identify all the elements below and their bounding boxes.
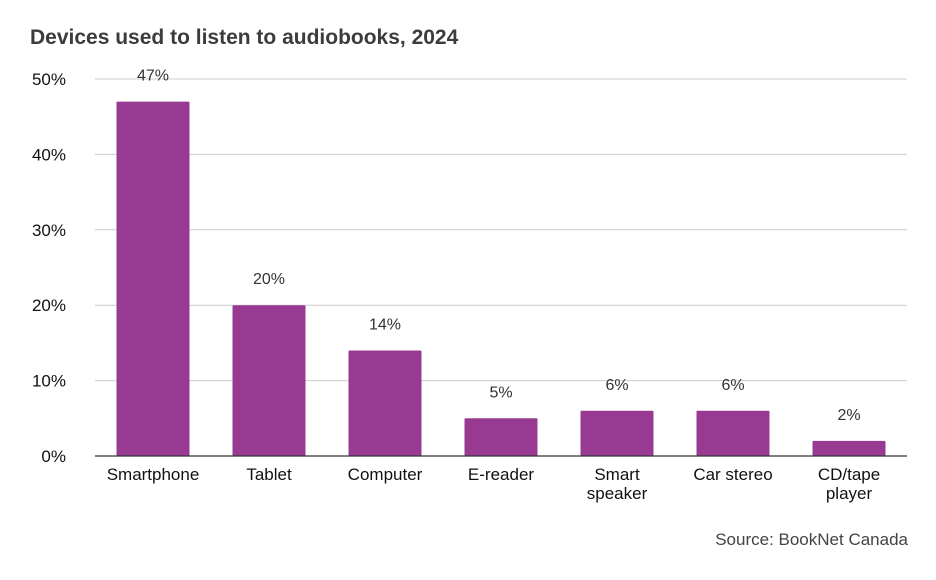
y-tick-label: 50% <box>32 70 66 89</box>
source-note: Source: BookNet Canada <box>715 530 908 549</box>
x-tick-label: Smart speaker <box>587 465 648 503</box>
data-label: 5% <box>489 384 512 401</box>
data-label: 14% <box>369 316 401 333</box>
y-tick-label: 20% <box>32 296 66 315</box>
x-tick-label: CD/tape player <box>818 465 880 503</box>
x-tick-label: Smartphone <box>107 465 200 484</box>
y-tick-label: 30% <box>32 221 66 240</box>
data-label: 2% <box>837 407 860 424</box>
data-label: 6% <box>605 377 628 394</box>
bar <box>116 101 190 457</box>
x-tick-label: Tablet <box>246 465 292 484</box>
data-label: 6% <box>721 377 744 394</box>
chart-title: Devices used to listen to audiobooks, 20… <box>30 26 459 49</box>
x-tick-label: Car stereo <box>693 465 772 484</box>
x-tick-label: E-reader <box>468 465 534 484</box>
y-tick-label: 40% <box>32 145 66 164</box>
data-label: 47% <box>137 68 169 85</box>
y-tick-label: 10% <box>32 372 66 391</box>
bar <box>812 440 886 456</box>
y-tick-label: 0% <box>41 447 66 466</box>
x-tick-label: Computer <box>348 465 423 484</box>
bar <box>696 410 770 456</box>
bar <box>464 418 538 456</box>
bar <box>348 350 422 456</box>
data-label: 20% <box>253 271 285 288</box>
bar <box>580 410 654 456</box>
bar <box>232 305 306 456</box>
